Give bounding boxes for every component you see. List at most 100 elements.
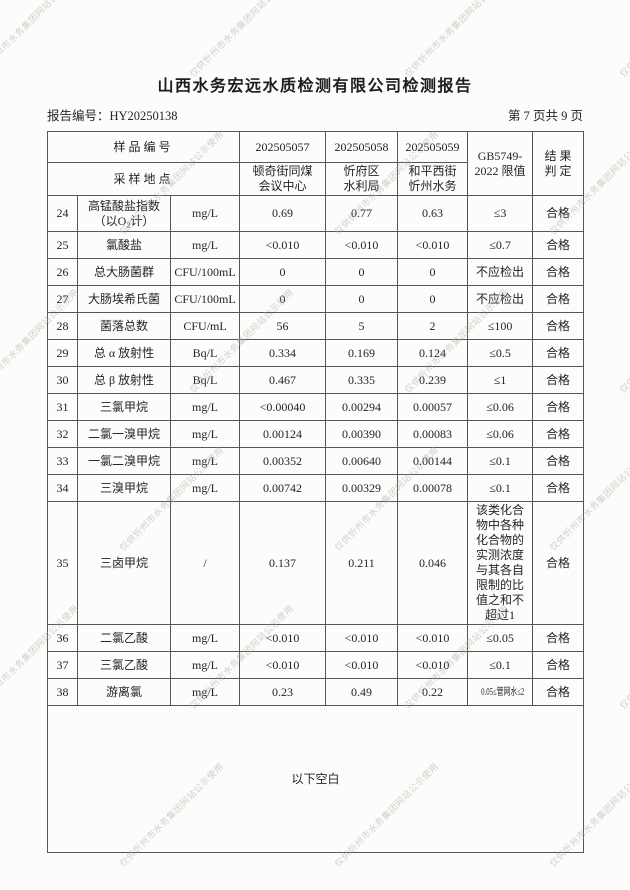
limit-cell: ≤0.05 — [467, 624, 534, 652]
parameter-name-cell: 大肠埃希氏菌 — [77, 285, 171, 313]
limit-cell: 不应检出 — [467, 258, 534, 286]
value-cell-sample-2: 0.335 — [325, 366, 399, 394]
value-cell-sample-3: 0.00057 — [397, 393, 469, 421]
table-row: 29 总 α 放射性 Bq/L 0.334 0.169 0.124 ≤0.5 合格 — [47, 339, 585, 367]
parameter-name-cell: 菌落总数 — [77, 312, 171, 340]
row-number-cell: 25 — [47, 231, 78, 259]
row-number-cell: 28 — [47, 312, 78, 340]
value-cell-sample-1: 0.00742 — [239, 474, 327, 502]
parameter-name-cell: 氯酸盐 — [77, 231, 171, 259]
parameter-name-cell: 二氯乙酸 — [77, 624, 171, 652]
value-cell-sample-1: 0.00352 — [239, 447, 327, 475]
limit-cell: ≤0.5 — [467, 339, 534, 367]
value-cell-sample-3: 0.00078 — [397, 474, 469, 502]
report-title: 山西水务宏远水质检测有限公司检测报告 — [157, 78, 473, 95]
unit-cell: CFU/100mL — [169, 258, 241, 286]
result-cell: 合格 — [532, 285, 585, 313]
value-cell-sample-2: 0.00640 — [325, 447, 399, 475]
value-cell-sample-3: 0 — [397, 258, 469, 286]
limit-cell: ≤1 — [467, 366, 534, 394]
value-cell-sample-1: <0.010 — [239, 231, 327, 259]
value-cell-sample-3: 0.63 — [397, 195, 469, 232]
sampling-location-3: 和平西街 忻州水务 — [397, 162, 469, 196]
table-row: 28 菌落总数 CFU/mL 56 5 2 ≤100 合格 — [47, 312, 585, 340]
value-cell-sample-3: 0.124 — [397, 339, 469, 367]
table-row: 26 总大肠菌群 CFU/100mL 0 0 0 不应检出 合格 — [47, 258, 585, 286]
row-number-cell: 31 — [47, 393, 78, 421]
value-cell-sample-3: <0.010 — [397, 231, 469, 259]
value-cell-sample-1: 0.137 — [239, 501, 327, 625]
report-meta: 报告编号：HY20250138 第 7 页共 9 页 — [47, 105, 583, 124]
sample-id-1: 202505057 — [239, 131, 327, 163]
parameter-name-cell: 总大肠菌群 — [77, 258, 171, 286]
value-cell-sample-1: <0.010 — [239, 651, 327, 679]
table-row: 24 高锰酸盐指数 （以O₂计） mg/L 0.69 0.77 0.63 ≤3 合格 — [47, 195, 585, 232]
limit-cell: ≤0.1 — [467, 474, 534, 502]
unit-cell: mg/L — [169, 231, 241, 259]
value-cell-sample-1: 0 — [239, 285, 327, 313]
sampling-location-1: 顿奇街同煤 会议中心 — [239, 162, 327, 196]
parameter-name-cell: 三溴甲烷 — [77, 474, 171, 502]
result-cell: 合格 — [532, 312, 585, 340]
table-row: 32 二氯一溴甲烷 mg/L 0.00124 0.00390 0.00083 ≤0.06 合格 — [47, 420, 585, 448]
value-cell-sample-2: 0.00329 — [325, 474, 399, 502]
result-cell: 合格 — [532, 420, 585, 448]
result-cell: 合格 — [532, 624, 585, 652]
unit-cell: mg/L — [169, 447, 241, 475]
value-cell-sample-2: 0.77 — [325, 195, 399, 232]
value-cell-sample-1: <0.010 — [239, 624, 327, 652]
unit-cell: mg/L — [169, 420, 241, 448]
value-cell-sample-2: 0.00294 — [325, 393, 399, 421]
value-cell-sample-2: 0.211 — [325, 501, 399, 625]
result-cell: 合格 — [532, 258, 585, 286]
sample-id-2: 202505058 — [325, 131, 399, 163]
unit-cell: / — [169, 501, 241, 625]
parameter-name-cell: 总 α 放射性 — [77, 339, 171, 367]
unit-cell: CFU/mL — [169, 312, 241, 340]
table-row: 31 三氯甲烷 mg/L <0.00040 0.00294 0.00057 ≤0.06 合格 — [47, 393, 585, 421]
row-number-cell: 30 — [47, 366, 78, 394]
value-cell-sample-3: 0.046 — [397, 501, 469, 625]
limit-cell: 不应检出 — [467, 285, 534, 313]
result-cell: 合格 — [532, 651, 585, 679]
value-cell-sample-1: 0 — [239, 258, 327, 286]
value-cell-sample-3: <0.010 — [397, 651, 469, 679]
row-number-cell: 37 — [47, 651, 78, 679]
value-cell-sample-1: 0.23 — [239, 678, 327, 706]
value-cell-sample-1: 0.69 — [239, 195, 327, 232]
blank-row: 以下空白 — [46, 705, 585, 853]
table-row: 30 总 β 放射性 Bq/L 0.467 0.335 0.239 ≤1 合格 — [47, 366, 585, 394]
parameter-name-cell: 高锰酸盐指数 （以O₂计） — [77, 195, 171, 232]
result-cell: 合格 — [532, 339, 585, 367]
unit-cell: mg/L — [169, 678, 241, 706]
location-label: 采样地点 — [46, 162, 241, 196]
result-cell: 合格 — [532, 195, 585, 232]
unit-cell: Bq/L — [169, 366, 241, 394]
value-cell-sample-2: <0.010 — [325, 624, 399, 652]
row-number-cell: 24 — [47, 195, 78, 232]
table-row: 25 氯酸盐 mg/L <0.010 <0.010 <0.010 ≤0.7 合格 — [47, 231, 585, 259]
unit-cell: Bq/L — [169, 339, 241, 367]
value-cell-sample-3: 0.00083 — [397, 420, 469, 448]
row-number-cell: 29 — [47, 339, 78, 367]
value-cell-sample-2: 0 — [325, 285, 399, 313]
row-number-cell: 27 — [47, 285, 78, 313]
limit-cell: ≤0.06 — [467, 393, 534, 421]
table-row: 33 一氯二溴甲烷 mg/L 0.00352 0.00640 0.00144 ≤0.1 合格 — [47, 447, 585, 475]
row-number-cell: 26 — [47, 258, 78, 286]
watermark-text: 仅供忻州市水务集团网站公示使用 — [402, 0, 511, 79]
parameter-name-cell: 游离氯 — [77, 678, 171, 706]
value-cell-sample-3: 0.00144 — [397, 447, 469, 475]
row-number-cell: 34 — [47, 474, 78, 502]
sample-id-header-row: 样品编号 202505057 202505058 202505059 GB574… — [46, 131, 585, 196]
result-cell: 合格 — [532, 678, 585, 706]
limit-cell: 该类化合物中各种化合物的实测浓度与其各自限制的比值之和不超过1 — [467, 501, 534, 625]
parameter-name-cell: 二氯一溴甲烷 — [77, 420, 171, 448]
sampling-location-2: 忻府区 水利局 — [325, 162, 399, 196]
unit-cell: mg/L — [169, 651, 241, 679]
result-cell: 合格 — [532, 501, 585, 625]
result-cell: 合格 — [532, 366, 585, 394]
value-cell-sample-2: <0.010 — [325, 651, 399, 679]
value-cell-sample-3: <0.010 — [397, 624, 469, 652]
